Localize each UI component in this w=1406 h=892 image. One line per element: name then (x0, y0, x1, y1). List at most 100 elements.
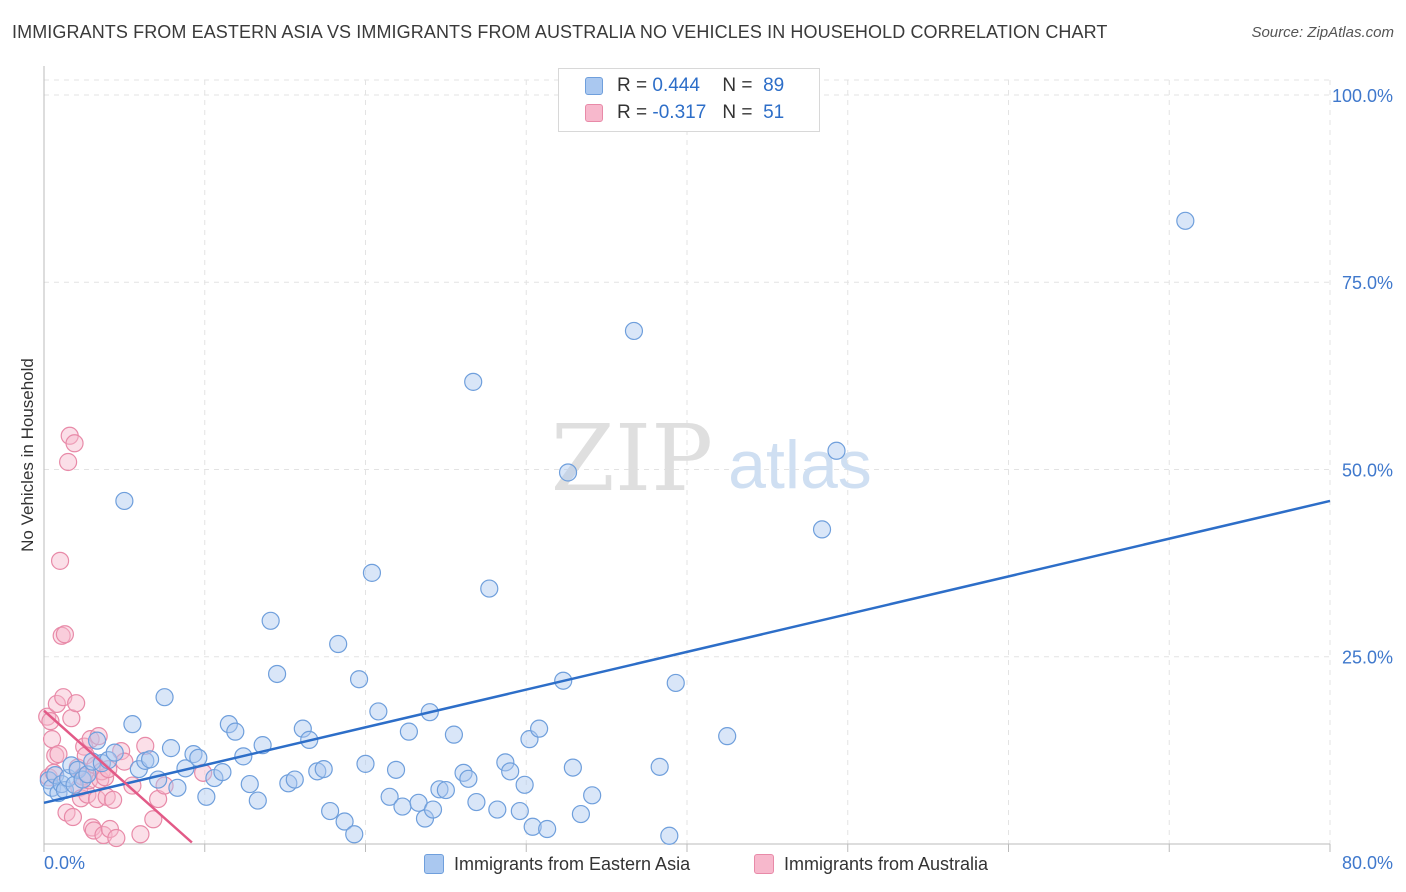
australia-point (63, 807, 83, 827)
y-tick-label: 100.0% (1332, 86, 1393, 106)
eastern-asia-point (168, 778, 187, 797)
eastern-asia-point (812, 520, 832, 539)
australia-point (59, 452, 78, 472)
watermark: ZIP atlas (551, 405, 872, 512)
eastern-asia-point (356, 754, 375, 773)
eastern-asia-point (240, 774, 259, 794)
source-credit: Source: ZipAtlas.com (1251, 24, 1394, 41)
eastern-asia-point (213, 762, 232, 782)
eastern-asia-point (293, 719, 312, 738)
eastern-asia-point (314, 759, 333, 779)
eastern-asia-point (666, 673, 685, 693)
eastern-asia-point (436, 780, 455, 800)
stats-legend: R = 0.444 N = 89 R = -0.317 N = 51 (558, 68, 820, 132)
tick-labels: 25.0% 50.0% 75.0% 100.0% 0.0% 80.0% (44, 86, 1393, 873)
australia-point (55, 625, 74, 644)
grid-lines (44, 79, 1331, 844)
eastern-asia-point (718, 727, 737, 746)
eastern-asia-point (248, 791, 267, 810)
eastern-asia-point (454, 763, 473, 782)
australia-point (84, 821, 103, 840)
eastern-asia-point (444, 725, 464, 744)
trend-lines (43, 499, 1331, 844)
chart-title: IMMIGRANTS FROM EASTERN ASIA VS IMMIGRAN… (12, 22, 1108, 42)
eastern-asia-point (68, 760, 87, 779)
eastern-asia-point (538, 819, 557, 839)
series-eastern-asia-points (39, 211, 1195, 845)
legend-n-label: N = (722, 75, 753, 96)
eastern-asia-point (321, 801, 340, 821)
australia-point (50, 551, 70, 570)
eastern-asia-point (488, 800, 507, 819)
legend-r-value: -0.317 (652, 102, 707, 123)
eastern-asia-point (393, 797, 412, 816)
eastern-asia-point (267, 664, 287, 684)
eastern-asia-trendline (43, 499, 1331, 805)
eastern-asia-point (530, 719, 549, 738)
eastern-asia-point (115, 491, 134, 511)
x-tick-label: 80.0% (1342, 853, 1393, 873)
legend-n-label: N = (722, 102, 753, 123)
eastern-asia-point (73, 770, 92, 789)
australia-trendline (43, 709, 193, 844)
australia-point (104, 790, 123, 809)
eastern-asia-point (423, 800, 443, 819)
eastern-asia-point (285, 770, 304, 789)
eastern-asia-point (226, 722, 245, 741)
australia-point (47, 694, 66, 714)
legend-swatch-australia (585, 104, 603, 122)
eastern-asia-point (155, 688, 174, 707)
eastern-asia-point (467, 792, 486, 812)
eastern-asia-point (464, 372, 483, 391)
eastern-asia-point (140, 750, 160, 769)
eastern-asia-point (123, 715, 142, 734)
legend-row-australia: R = -0.317 N = 51 (585, 101, 784, 125)
eastern-asia-point (501, 762, 520, 781)
legend-row-eastern-asia: R = 0.444 N = 89 (585, 74, 784, 98)
legend-n-value: 51 (763, 102, 785, 123)
australia-point (67, 694, 86, 713)
eastern-asia-point (329, 634, 348, 654)
eastern-asia-point (430, 780, 449, 799)
eastern-asia-point (386, 760, 406, 779)
eastern-asia-point (345, 825, 364, 844)
eastern-asia-point (558, 463, 578, 482)
x-tick-label: 0.0% (44, 853, 85, 873)
eastern-asia-point (369, 702, 388, 721)
bottom-legend-eastern-asia: Immigrants from Eastern Asia (424, 852, 690, 876)
australia-point (144, 810, 163, 829)
eastern-asia-point (105, 743, 124, 762)
eastern-asia-point (523, 817, 542, 836)
australia-point (107, 828, 126, 848)
eastern-asia-point (197, 787, 216, 806)
eastern-asia-point (650, 757, 669, 776)
eastern-asia-point (261, 611, 280, 630)
eastern-asia-point (362, 563, 382, 582)
australia-point (49, 745, 68, 764)
eastern-asia-point (583, 786, 602, 805)
australia-point (100, 819, 120, 839)
australia-point (41, 712, 60, 731)
eastern-asia-point (571, 804, 591, 824)
eastern-asia-point (563, 758, 582, 777)
bottom-legend-label: Immigrants from Eastern Asia (454, 853, 691, 874)
legend-r-label: R = (617, 75, 648, 96)
eastern-asia-point (510, 801, 529, 821)
y-tick-label: 50.0% (1342, 460, 1393, 480)
legend-swatch-eastern-asia (585, 77, 603, 95)
eastern-asia-point (515, 775, 534, 794)
eastern-asia-point (380, 787, 399, 806)
legend-r-label: R = (617, 102, 648, 123)
australia-point (131, 825, 150, 844)
watermark-atlas: atlas (728, 427, 872, 503)
y-tick-label: 75.0% (1342, 273, 1393, 293)
eastern-asia-point (480, 579, 499, 598)
eastern-asia-point (161, 739, 181, 758)
eastern-asia-point (349, 670, 369, 689)
y-tick-label: 25.0% (1342, 648, 1393, 668)
australia-point (136, 736, 155, 755)
eastern-asia-point (335, 812, 354, 831)
bottom-legend-swatch-australia (754, 854, 774, 874)
australia-point (62, 709, 81, 728)
